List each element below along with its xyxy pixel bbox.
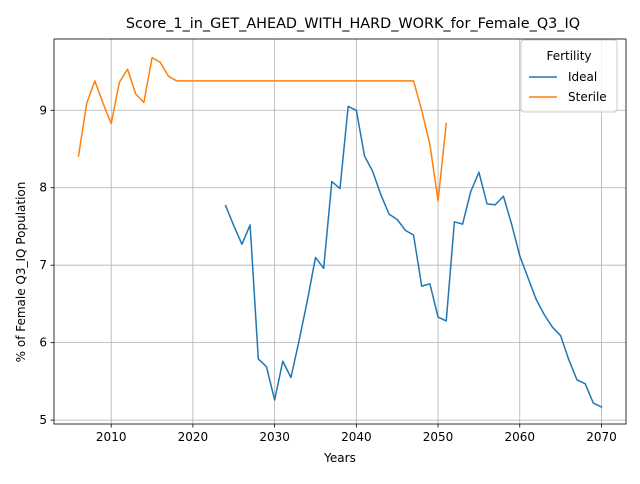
y-tick-label: 8 — [39, 181, 47, 195]
x-tick-label: 2060 — [504, 430, 535, 444]
legend-title: Fertility — [546, 49, 591, 63]
x-tick-label: 2050 — [423, 430, 454, 444]
x-tick-label: 2030 — [259, 430, 290, 444]
series-line-ideal — [226, 106, 602, 407]
x-tick-label: 2020 — [178, 430, 209, 444]
legend-label-ideal: Ideal — [568, 70, 597, 84]
y-axis-label: % of Female Q3_IQ Population — [14, 182, 28, 363]
legend-label-sterile: Sterile — [568, 90, 607, 104]
y-tick-label: 9 — [39, 103, 47, 117]
series-line-sterile — [79, 58, 447, 201]
y-tick-label: 6 — [39, 336, 47, 350]
y-tick-label: 7 — [39, 258, 47, 272]
chart-title: Score_1_in_GET_AHEAD_WITH_HARD_WORK_for_… — [126, 16, 580, 32]
x-tick-label: 2070 — [586, 430, 617, 444]
x-tick-label: 2010 — [96, 430, 127, 444]
y-tick-label: 5 — [39, 413, 47, 427]
x-axis-label: Years — [323, 451, 356, 465]
x-tick-label: 2040 — [341, 430, 372, 444]
tick-layer: 2010 2020 2030 2040 2050 2060 2070 5 6 7 8 9 — [39, 103, 616, 444]
legend: Fertility Ideal Sterile — [521, 40, 617, 112]
